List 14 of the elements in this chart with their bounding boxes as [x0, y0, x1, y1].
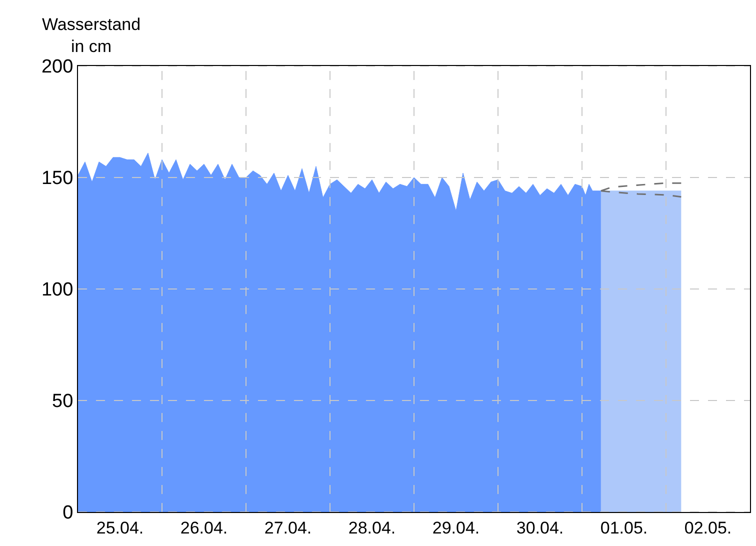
y-axis-title: Wasserstand in cm [42, 15, 141, 56]
x-tick-label: 29.04. [432, 518, 480, 538]
y-tick-label: 0 [62, 502, 74, 524]
y-tick-label: 200 [41, 56, 74, 78]
y-tick-label: 150 [41, 168, 74, 190]
x-tick-label: 28.04. [348, 518, 396, 538]
x-tick-label: 25.04. [96, 518, 144, 538]
y-tick-label: 50 [52, 391, 74, 412]
x-tick-label: 30.04. [516, 518, 564, 538]
x-tick-label: 02.05. [684, 518, 732, 538]
x-tick-label: 26.04. [180, 518, 228, 538]
x-tick-label: 01.05. [600, 518, 648, 538]
y-tick-label: 100 [41, 280, 74, 301]
x-tick-label: 27.04. [264, 518, 312, 538]
